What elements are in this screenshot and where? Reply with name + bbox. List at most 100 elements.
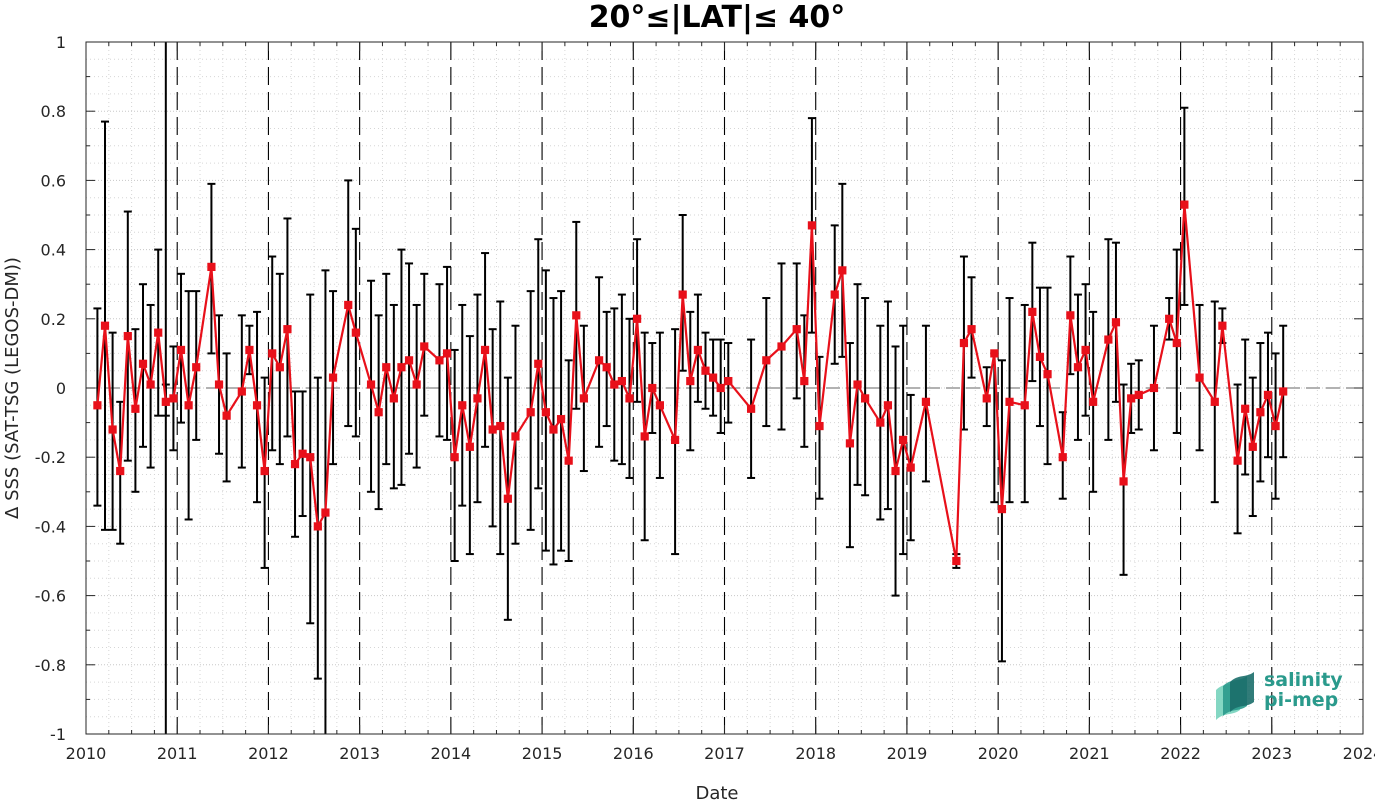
x-tick-label: 2010	[66, 744, 107, 763]
data-point	[830, 290, 839, 299]
data-point	[146, 380, 155, 389]
data-point	[344, 300, 353, 310]
y-tick-label: 1	[56, 33, 66, 52]
data-point	[397, 363, 406, 372]
data-point	[480, 345, 490, 355]
data-point	[184, 401, 193, 410]
wave-logo-icon	[1216, 672, 1254, 720]
data-point	[214, 380, 224, 389]
data-point	[100, 321, 110, 330]
data-point	[374, 408, 383, 417]
data-point	[952, 556, 961, 566]
y-tick-label: 0.6	[41, 171, 66, 190]
data-point	[1028, 307, 1037, 316]
y-tick-label: 0.2	[41, 310, 66, 329]
data-point	[1020, 401, 1029, 410]
x-tick-label: 2015	[522, 744, 563, 763]
data-markers	[93, 200, 1288, 566]
data-point	[701, 366, 710, 375]
data-point	[313, 522, 322, 531]
data-point	[610, 380, 619, 389]
y-axis-label: Δ SSS (SAT-TSG (LEGOS-DM))	[2, 257, 23, 519]
data-point	[883, 401, 893, 410]
data-point	[1066, 311, 1075, 320]
data-point	[853, 380, 862, 389]
data-point	[899, 435, 908, 444]
data-point	[959, 338, 969, 348]
data-point	[534, 359, 543, 368]
data-point	[138, 359, 148, 368]
data-point	[1233, 456, 1242, 465]
data-point	[1172, 338, 1181, 348]
x-tick-label: 2013	[339, 744, 380, 763]
y-tick-label: -1	[50, 725, 66, 744]
data-point	[154, 328, 163, 337]
data-point	[1271, 421, 1280, 431]
data-point	[404, 356, 414, 365]
data-point	[1241, 404, 1250, 413]
x-tick-label: 2021	[1069, 744, 1110, 763]
data-point	[488, 425, 497, 434]
data-point	[861, 394, 870, 403]
data-point	[602, 363, 611, 372]
data-point	[1195, 373, 1204, 382]
y-tick-label: -0.6	[35, 587, 66, 606]
data-point	[306, 453, 315, 462]
data-point	[648, 383, 657, 393]
data-point	[594, 356, 604, 365]
data-point	[990, 349, 999, 358]
data-point	[207, 262, 216, 271]
data-point	[458, 401, 467, 410]
data-point	[1256, 408, 1265, 417]
data-point	[1089, 397, 1098, 406]
x-axis-ticks: 2010 2011 2012 2013 2014 2015 2016 2017 2018 2019…	[66, 42, 1375, 763]
salinity-pi-mep-logo: salinity pi-mep	[1216, 669, 1343, 720]
data-point	[1127, 394, 1136, 403]
data-point	[1081, 345, 1090, 355]
data-point	[450, 453, 459, 462]
x-axis-label: Date	[695, 783, 738, 801]
x-tick-label: 2016	[613, 744, 654, 763]
data-point	[800, 376, 809, 386]
data-point	[876, 418, 885, 427]
data-point	[1111, 318, 1121, 327]
data-point	[123, 332, 132, 341]
data-point	[556, 415, 566, 424]
data-point	[116, 466, 125, 476]
data-point	[435, 356, 444, 365]
data-point	[686, 376, 695, 386]
data-point	[564, 456, 573, 465]
data-point	[465, 442, 474, 451]
data-point	[891, 466, 900, 476]
data-point	[670, 435, 680, 444]
data-point	[1210, 397, 1219, 406]
data-point	[93, 401, 102, 410]
data-point	[1263, 390, 1273, 400]
x-tick-label: 2022	[1160, 744, 1201, 763]
data-point	[1149, 383, 1159, 393]
data-point	[237, 387, 246, 396]
data-point	[1165, 314, 1174, 323]
data-point	[389, 394, 398, 403]
data-point	[351, 328, 360, 337]
data-point	[321, 508, 330, 517]
x-tick-label: 2020	[978, 744, 1019, 763]
data-point	[716, 383, 725, 393]
year-markers	[176, 42, 1273, 734]
data-point	[1180, 200, 1189, 209]
data-point	[222, 411, 231, 420]
data-point	[131, 404, 140, 413]
data-point	[1073, 363, 1083, 372]
data-point	[192, 363, 201, 372]
x-tick-label: 2011	[157, 744, 198, 763]
data-point	[997, 505, 1007, 514]
y-tick-label: 0	[56, 379, 66, 398]
data-point	[625, 394, 634, 403]
data-point	[807, 221, 817, 230]
data-point	[982, 394, 991, 403]
data-point	[366, 380, 376, 389]
x-tick-label: 2017	[704, 744, 745, 763]
data-point	[176, 345, 186, 355]
data-point	[838, 266, 847, 275]
data-point	[693, 345, 702, 355]
